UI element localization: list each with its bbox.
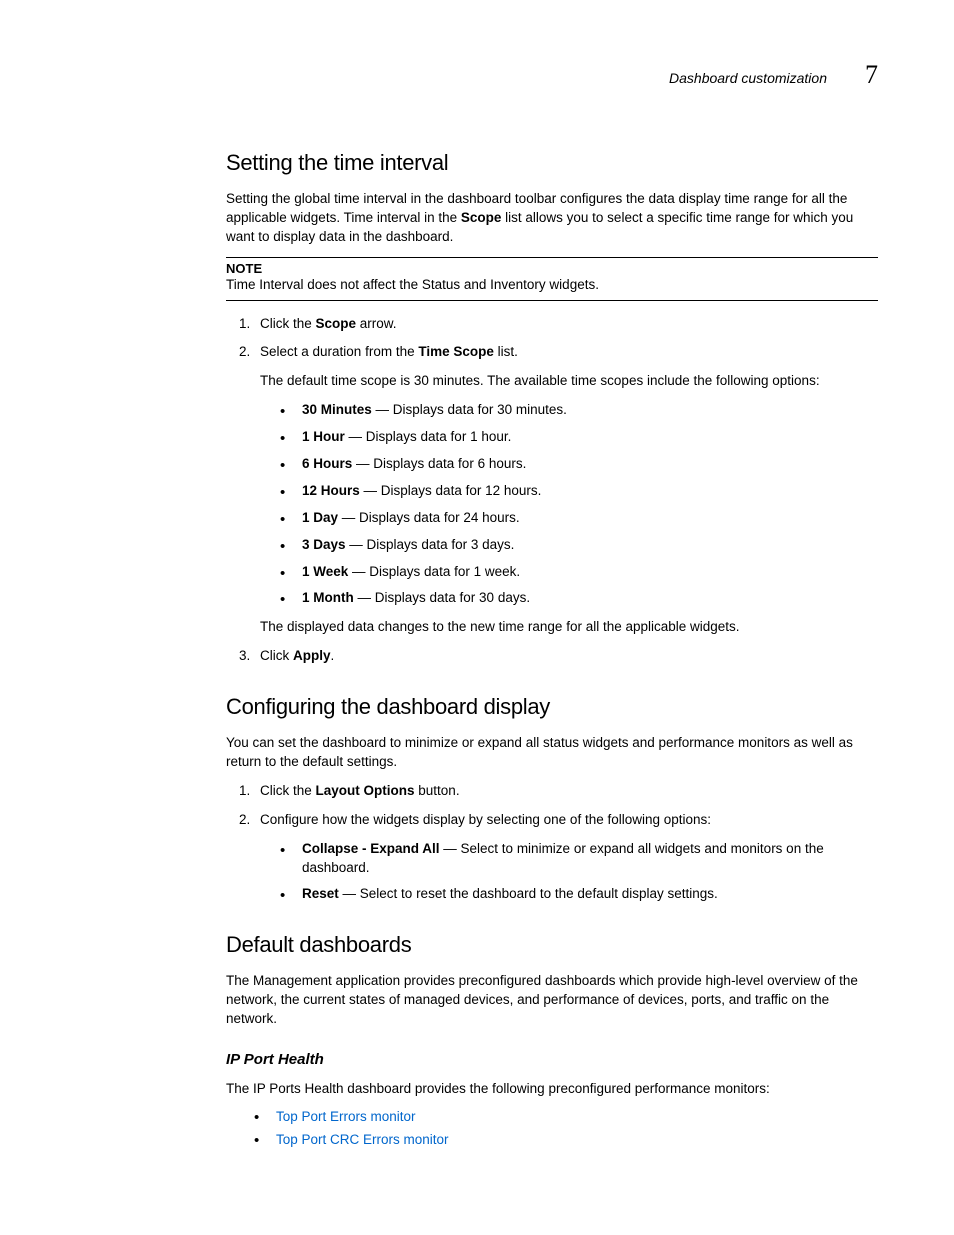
scope-desc: — Displays data for 24 hours. [338,510,520,525]
monitor-link[interactable]: Top Port Errors monitor [276,1109,416,1124]
time-scope-item: 3 Days — Displays data for 3 days. [280,536,878,555]
note-text: Time Interval does not affect the Status… [226,276,878,295]
monitor-link[interactable]: Top Port CRC Errors monitor [276,1132,449,1147]
intro-paragraph: Setting the global time interval in the … [226,190,878,247]
monitor-link-item: Top Port Errors monitor [254,1109,878,1124]
text: Click [260,648,293,663]
steps-list: Click the Layout Options button. Configu… [226,782,878,904]
time-scope-item: 1 Hour — Displays data for 1 hour. [280,428,878,447]
scope-desc: — Displays data for 6 hours. [352,456,526,471]
step-2: Configure how the widgets display by sel… [254,811,878,905]
subheading-ip-port-health: IP Port Health [226,1051,878,1068]
text: button. [415,783,460,798]
text-bold: Scope [316,316,357,331]
text: arrow. [356,316,397,331]
step-2: Select a duration from the Time Scope li… [254,343,878,637]
time-scopes-list: 30 Minutes — Displays data for 30 minute… [260,401,878,608]
scope-desc: — Displays data for 30 days. [354,590,530,605]
scope-desc: — Displays data for 30 minutes. [372,402,567,417]
header-title: Dashboard customization [669,70,827,86]
text: Configure how the widgets display by sel… [260,812,711,827]
text-bold: Layout Options [316,783,415,798]
text-bold: Apply [293,648,331,663]
display-option-item: Collapse - Expand All — Select to minimi… [280,840,878,878]
option-label: Collapse - Expand All [302,841,440,856]
time-scope-item: 6 Hours — Displays data for 6 hours. [280,455,878,474]
section-configuring-display: Configuring the dashboard display You ca… [226,694,878,904]
text-bold: Time Scope [418,344,494,359]
intro-paragraph: The Management application provides prec… [226,972,878,1029]
time-scope-item: 1 Day — Displays data for 24 hours. [280,509,878,528]
display-option-item: Reset — Select to reset the dashboard to… [280,885,878,904]
sub-intro: The IP Ports Health dashboard provides t… [226,1080,878,1099]
monitor-link-item: Top Port CRC Errors monitor [254,1132,878,1147]
scope-label: 1 Month [302,590,354,605]
monitor-links-list: Top Port Errors monitor Top Port CRC Erro… [226,1109,878,1147]
note-label: NOTE [226,261,878,276]
text: Select a duration from the [260,344,418,359]
text: Click the [260,783,316,798]
scope-label: 30 Minutes [302,402,372,417]
step-1: Click the Scope arrow. [254,315,878,334]
scope-label: 1 Day [302,510,338,525]
page: Dashboard customization 7 Setting the ti… [0,0,954,1235]
page-header: Dashboard customization 7 [76,60,878,90]
text: list. [494,344,518,359]
step-2-after: The displayed data changes to the new ti… [260,618,878,637]
steps-list: Click the Scope arrow. Select a duration… [226,315,878,667]
option-desc: — Select to reset the dashboard to the d… [339,886,718,901]
text: . [331,648,335,663]
scope-desc: — Displays data for 12 hours. [360,483,542,498]
scope-label: 12 Hours [302,483,360,498]
scope-label: 1 Hour [302,429,345,444]
scope-label: 6 Hours [302,456,352,471]
heading-time-interval: Setting the time interval [226,150,878,176]
section-default-dashboards: Default dashboards The Management applic… [226,932,878,1147]
time-scope-item: 1 Month — Displays data for 30 days. [280,589,878,608]
note-box: NOTE Time Interval does not affect the S… [226,257,878,301]
section-time-interval: Setting the time interval Setting the gl… [226,150,878,666]
scope-desc: — Displays data for 3 days. [346,537,515,552]
chapter-number: 7 [865,60,878,90]
scope-label: 1 Week [302,564,348,579]
text: Click the [260,316,316,331]
display-options-list: Collapse - Expand All — Select to minimi… [260,840,878,905]
heading-default-dashboards: Default dashboards [226,932,878,958]
scope-label: 3 Days [302,537,346,552]
text-bold: Scope [461,210,502,225]
time-scope-item: 12 Hours — Displays data for 12 hours. [280,482,878,501]
step-1: Click the Layout Options button. [254,782,878,801]
step-3: Click Apply. [254,647,878,666]
option-label: Reset [302,886,339,901]
time-scope-item: 30 Minutes — Displays data for 30 minute… [280,401,878,420]
intro-paragraph: You can set the dashboard to minimize or… [226,734,878,772]
time-scope-item: 1 Week — Displays data for 1 week. [280,563,878,582]
scope-desc: — Displays data for 1 hour. [345,429,512,444]
scope-desc: — Displays data for 1 week. [348,564,520,579]
heading-configuring: Configuring the dashboard display [226,694,878,720]
content-area: Setting the time interval Setting the gl… [76,150,878,1147]
step-2-sub: The default time scope is 30 minutes. Th… [260,372,878,391]
